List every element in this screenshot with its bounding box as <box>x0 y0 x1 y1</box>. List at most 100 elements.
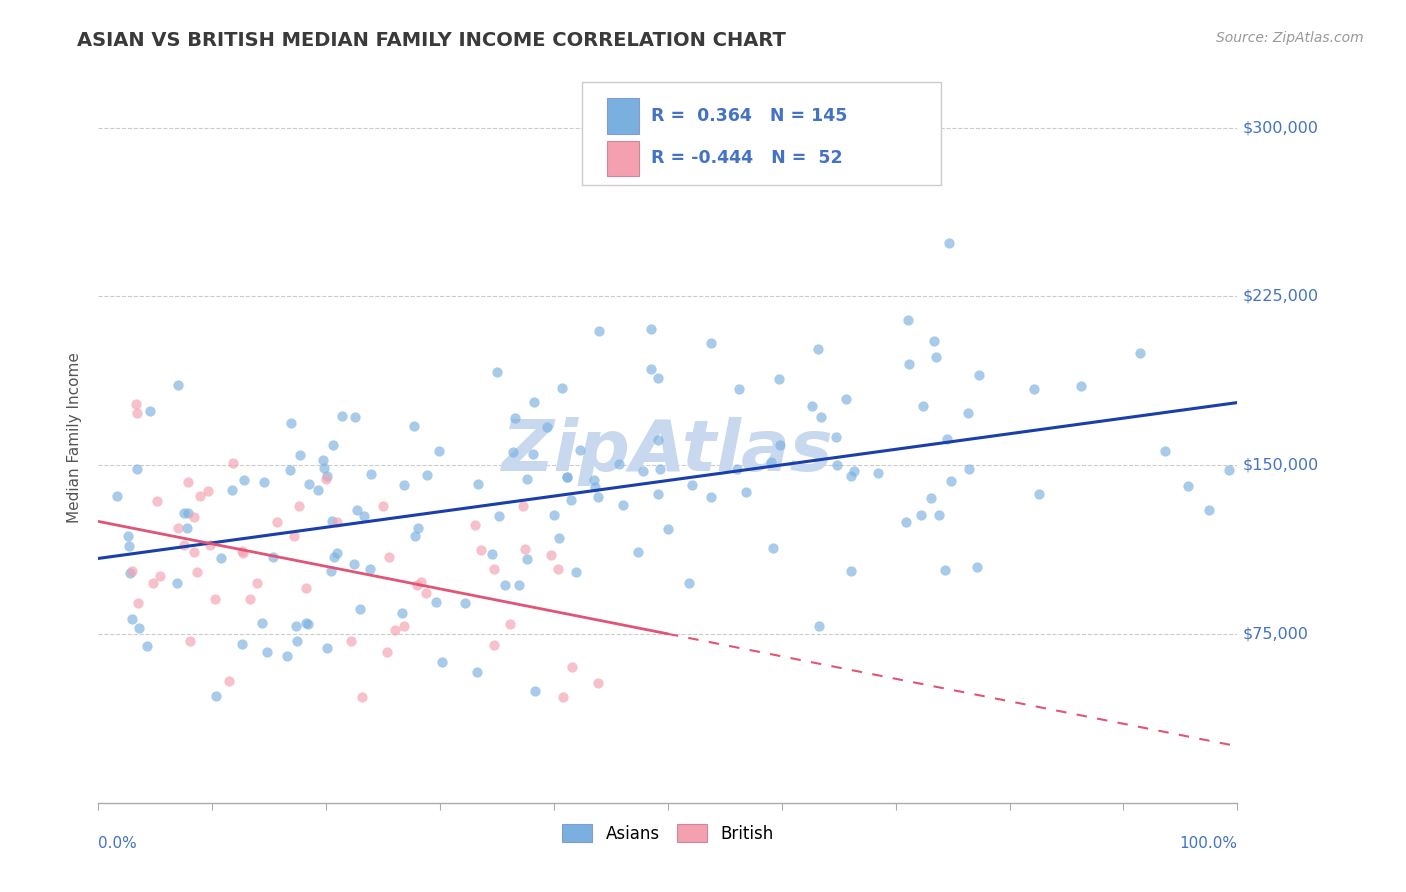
Point <box>188 489 211 503</box>
Point <box>839 564 862 578</box>
Point <box>297 616 319 631</box>
Point <box>499 616 522 631</box>
Point <box>173 538 195 552</box>
Point <box>583 480 606 494</box>
Point <box>640 322 662 336</box>
Point <box>807 342 830 356</box>
Point <box>801 399 824 413</box>
Point <box>627 545 650 559</box>
Point <box>288 499 311 513</box>
Point <box>557 470 579 484</box>
Point <box>173 506 195 520</box>
Point <box>678 576 700 591</box>
Legend: Asians, British: Asians, British <box>555 818 780 849</box>
Point <box>1177 479 1199 493</box>
Point <box>406 578 429 592</box>
Point <box>898 357 921 371</box>
Point <box>246 576 269 591</box>
Point <box>565 566 588 580</box>
Point <box>222 456 245 470</box>
Point <box>262 549 284 564</box>
Point <box>344 410 367 425</box>
Point <box>866 466 889 480</box>
Point <box>280 463 302 477</box>
Point <box>488 509 510 524</box>
Text: $300,000: $300,000 <box>1243 120 1319 135</box>
Point <box>121 612 143 626</box>
Point <box>284 619 307 633</box>
Point <box>231 544 253 558</box>
Point <box>285 634 308 648</box>
Point <box>232 546 254 560</box>
Point <box>966 560 988 574</box>
Point <box>392 478 415 492</box>
Point <box>416 467 439 482</box>
Point <box>1028 487 1050 501</box>
Point <box>252 475 274 490</box>
Point <box>127 597 149 611</box>
Point <box>681 478 703 492</box>
Point <box>769 438 792 452</box>
Point <box>553 690 575 705</box>
FancyBboxPatch shape <box>582 82 941 185</box>
Point <box>516 552 538 566</box>
Point <box>360 467 382 481</box>
Point <box>484 561 506 575</box>
Point <box>204 591 226 606</box>
Point <box>295 615 318 630</box>
Point <box>359 562 381 576</box>
Point <box>588 490 610 504</box>
Point <box>482 638 505 652</box>
Point <box>522 447 544 461</box>
Point <box>568 443 591 458</box>
Point <box>1129 346 1152 360</box>
Point <box>824 430 846 444</box>
Point <box>481 547 503 561</box>
Point <box>105 489 128 503</box>
Point <box>835 392 858 406</box>
Point <box>551 381 574 395</box>
Point <box>523 395 546 409</box>
Point <box>432 656 454 670</box>
Point <box>177 506 200 520</box>
Point <box>280 417 302 431</box>
Point <box>322 438 344 452</box>
Point <box>934 564 956 578</box>
Point <box>513 541 536 556</box>
Text: $150,000: $150,000 <box>1243 458 1319 473</box>
Point <box>425 594 447 608</box>
Point <box>250 615 273 630</box>
Point <box>547 562 569 576</box>
Point <box>640 362 662 376</box>
Point <box>1198 502 1220 516</box>
Point <box>827 458 849 472</box>
Point <box>936 433 959 447</box>
Point <box>315 469 337 483</box>
Point <box>583 473 606 487</box>
Y-axis label: Median Family Income: Median Family Income <box>67 351 83 523</box>
Point <box>648 462 671 476</box>
Point <box>266 516 288 530</box>
Point <box>350 690 373 704</box>
Point <box>384 623 406 637</box>
Point <box>454 596 477 610</box>
Point <box>700 335 723 350</box>
Point <box>392 619 415 633</box>
Point <box>166 576 188 591</box>
Point <box>1154 443 1177 458</box>
Point <box>312 460 335 475</box>
Point <box>125 397 148 411</box>
Point <box>118 539 141 553</box>
Point <box>197 483 219 498</box>
Point <box>808 618 831 632</box>
Point <box>276 649 298 664</box>
Point <box>315 472 337 486</box>
Point <box>939 474 962 488</box>
Point <box>810 409 832 424</box>
Point <box>897 312 920 326</box>
Point <box>319 565 342 579</box>
Point <box>183 510 205 524</box>
Point <box>179 634 201 648</box>
Point <box>176 521 198 535</box>
Point <box>406 521 429 535</box>
